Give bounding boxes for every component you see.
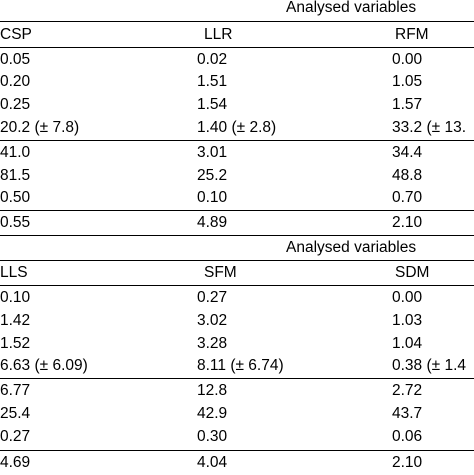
section-bottom-rule — [0, 235, 474, 236]
table-cell: 1.54 — [197, 96, 228, 113]
table-cell: 0.06 — [392, 428, 423, 445]
table-cell: 0.27 — [0, 428, 31, 445]
column-header-csp: CSP — [0, 26, 32, 43]
column-header-rule — [0, 285, 474, 286]
table-row: 0.55 4.89 2.10 — [0, 212, 474, 235]
table-row: 20.2 (± 7.8) 1.40 (± 2.8) 33.2 (± 13. — [0, 117, 474, 140]
table-cell: 0.55 — [0, 214, 31, 231]
table-cell: 0.38 (± 1.4 — [392, 357, 466, 374]
table-cell: 1.52 — [0, 335, 31, 352]
group-header: Analysed variables — [0, 0, 474, 21]
row-rule — [0, 378, 474, 379]
table-cell: 1.57 — [392, 96, 423, 113]
table-row: 0.50 0.10 0.70 — [0, 187, 474, 210]
table-row: 0.27 0.30 0.06 — [0, 426, 474, 449]
table-cell: 0.00 — [392, 289, 423, 306]
table-cell: 1.40 (± 2.8) — [197, 119, 277, 136]
table-cell: 3.28 — [197, 335, 228, 352]
table-cell: 0.25 — [0, 96, 31, 113]
table-row: 0.20 1.51 1.05 — [0, 71, 474, 94]
table-cell: 2.10 — [392, 454, 423, 471]
table-cell: 6.63 (± 6.09) — [0, 357, 88, 374]
table-row: 6.63 (± 6.09) 8.11 (± 6.74) 0.38 (± 1.4 — [0, 355, 474, 378]
table-row: 4.69 4.04 2.10 — [0, 452, 474, 475]
group-header-rule — [0, 260, 474, 261]
table-cell: 34.4 — [392, 144, 423, 161]
table-cell: 0.50 — [0, 189, 31, 206]
table-cell: 41.0 — [0, 144, 31, 161]
table-cell: 33.2 (± 13. — [392, 119, 466, 136]
table-cell: 3.01 — [197, 144, 228, 161]
table-cell: 1.05 — [392, 73, 423, 90]
group-header-label: Analysed variables — [286, 0, 417, 16]
column-header-sdm: SDM — [395, 264, 430, 281]
table-cell: 0.20 — [0, 73, 31, 90]
table-cell: 8.11 (± 6.74) — [197, 357, 284, 374]
column-header-row: CSP LLR RFM — [0, 24, 474, 47]
row-rule — [0, 450, 474, 451]
group-header-label: Analysed variables — [286, 239, 417, 256]
table-cell: 48.8 — [392, 167, 423, 184]
row-rule — [0, 210, 474, 211]
table-cell: 2.72 — [392, 382, 423, 399]
table-cell: 1.42 — [0, 312, 31, 329]
table-cell: 0.10 — [0, 289, 31, 306]
table-cell: 6.77 — [0, 382, 31, 399]
column-header-llr: LLR — [204, 26, 233, 43]
table-row: 1.42 3.02 1.03 — [0, 310, 474, 333]
table-row: 0.05 0.02 0.00 — [0, 49, 474, 72]
table-row: 0.10 0.27 0.00 — [0, 287, 474, 310]
column-header-row: LLS SFM SDM — [0, 262, 474, 285]
table-cell: 2.10 — [392, 214, 423, 231]
row-rule — [0, 140, 474, 141]
column-header-sfm: SFM — [204, 264, 237, 281]
table-cell: 0.70 — [392, 189, 423, 206]
column-header-rfm: RFM — [395, 26, 429, 43]
column-header-lls: LLS — [0, 264, 28, 281]
table-cell: 25.4 — [0, 405, 31, 422]
table-row: 81.5 25.2 48.8 — [0, 165, 474, 188]
table-cell: 12.8 — [197, 382, 228, 399]
table-row: 41.0 3.01 34.4 — [0, 142, 474, 165]
column-header-rule — [0, 47, 474, 48]
table-cell: 20.2 (± 7.8) — [0, 119, 80, 136]
table-row: 0.25 1.54 1.57 — [0, 94, 474, 117]
table-cell: 0.10 — [197, 189, 228, 206]
table-cell: 3.02 — [197, 312, 228, 329]
table-row: 6.77 12.8 2.72 — [0, 380, 474, 403]
table-cell: 4.04 — [197, 454, 228, 471]
table-cell: 0.00 — [392, 51, 423, 68]
table-cell: 0.30 — [197, 428, 228, 445]
table-cell: 0.02 — [197, 51, 228, 68]
table-cell: 4.69 — [0, 454, 31, 471]
table-cell: 43.7 — [392, 405, 423, 422]
table-cell: 42.9 — [197, 405, 228, 422]
table-cell: 1.03 — [392, 312, 423, 329]
table-cell: 1.04 — [392, 335, 423, 352]
table-cell: 0.27 — [197, 289, 228, 306]
table-cell: 4.89 — [197, 214, 228, 231]
table-cell: 1.51 — [197, 73, 228, 90]
table-row: 1.52 3.28 1.04 — [0, 333, 474, 356]
table-cell: 0.05 — [0, 51, 31, 68]
table-cell: 81.5 — [0, 167, 31, 184]
table-cell: 25.2 — [197, 167, 228, 184]
group-header: Analysed variables — [0, 237, 474, 261]
table-row: 25.4 42.9 43.7 — [0, 403, 474, 426]
group-header-rule — [0, 21, 474, 22]
